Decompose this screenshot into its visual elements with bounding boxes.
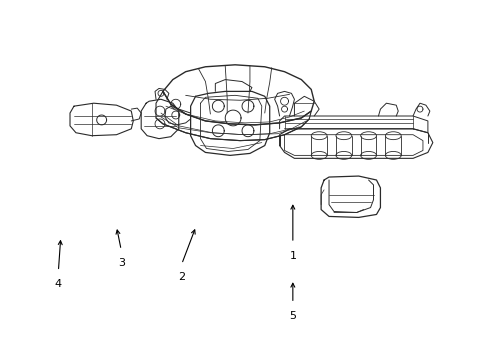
Text: 2: 2	[178, 272, 185, 282]
Text: 1: 1	[289, 251, 296, 261]
Text: 5: 5	[289, 311, 296, 321]
Text: 3: 3	[118, 258, 124, 268]
Text: 4: 4	[55, 279, 62, 289]
